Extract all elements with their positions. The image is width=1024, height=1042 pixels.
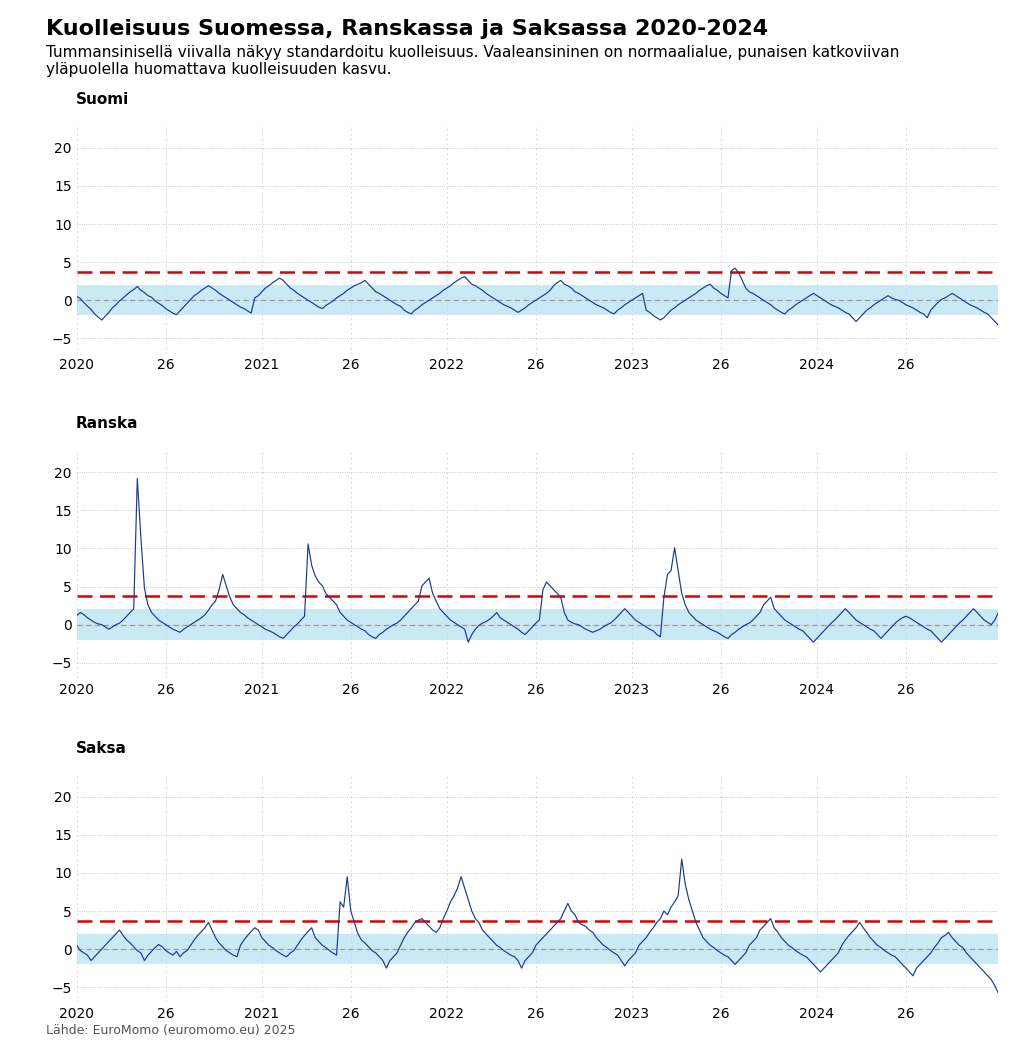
Bar bbox=[77, 610, 998, 640]
Text: Lähde: EuroMomo (euromomo.eu) 2025: Lähde: EuroMomo (euromomo.eu) 2025 bbox=[46, 1024, 296, 1037]
Bar bbox=[77, 934, 998, 964]
Text: Suomi: Suomi bbox=[76, 92, 129, 106]
Text: Tummansinisellä viivalla näkyy standardoitu kuolleisuus. Vaaleansininen on norma: Tummansinisellä viivalla näkyy standardo… bbox=[46, 45, 899, 77]
Text: Saksa: Saksa bbox=[76, 741, 127, 755]
Text: Kuolleisuus Suomessa, Ranskassa ja Saksassa 2020-2024: Kuolleisuus Suomessa, Ranskassa ja Saksa… bbox=[46, 19, 768, 39]
Bar bbox=[77, 284, 998, 316]
Text: Ranska: Ranska bbox=[76, 416, 138, 431]
